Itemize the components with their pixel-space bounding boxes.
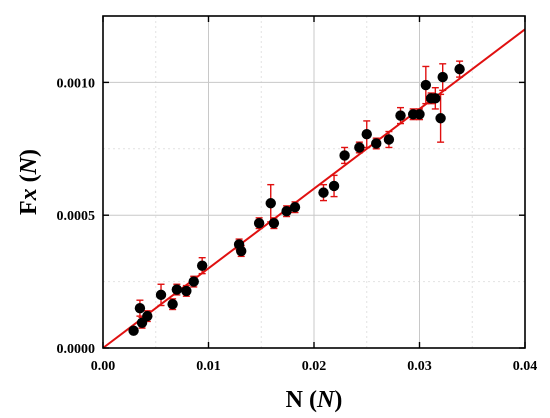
data-point — [435, 113, 446, 124]
x-tick-label: 0.04 — [513, 359, 538, 374]
data-point — [196, 260, 208, 271]
data-point — [414, 109, 425, 120]
data-point — [383, 134, 395, 145]
data-point — [155, 289, 167, 301]
y-axis-title: Fx (N) — [16, 149, 42, 215]
data-point — [171, 284, 183, 295]
data-point — [253, 217, 265, 229]
x-axis-title: N (N) — [286, 387, 343, 413]
data-point — [134, 302, 146, 314]
x-tick-label: 0.00 — [91, 359, 116, 374]
data-point — [328, 180, 340, 192]
x-axis-title-close: ) — [334, 387, 342, 413]
data-point — [128, 325, 139, 336]
data-point — [181, 285, 192, 297]
fit-line-group — [102, 28, 526, 349]
data-point — [318, 187, 329, 198]
data-point — [339, 150, 350, 161]
data-point — [395, 110, 406, 121]
y-axis-title-main: F — [16, 200, 42, 215]
point-group — [128, 63, 465, 336]
data-point — [265, 198, 276, 209]
x-axis-title-unit: N — [316, 387, 336, 413]
x-tick-labels: 0.00 0.01 0.02 0.03 0.04 — [91, 359, 538, 374]
y-axis-title-open: ( — [16, 174, 42, 188]
data-point — [437, 71, 448, 83]
grid — [103, 16, 525, 348]
data-point — [281, 206, 292, 217]
tick-group — [102, 16, 526, 349]
data-point — [167, 298, 178, 310]
y-tick-label: 0.0005 — [57, 209, 96, 224]
data-point — [454, 63, 465, 75]
y-axis-title-unit: N — [16, 155, 42, 175]
y-axis-title-italic: x — [16, 188, 42, 201]
x-tick-label: 0.01 — [196, 359, 221, 374]
data-point — [142, 310, 153, 322]
y-tick-label: 0.0010 — [57, 76, 96, 91]
data-point — [354, 142, 365, 153]
x-tick-label: 0.03 — [407, 359, 432, 374]
data-point — [289, 202, 301, 213]
data-point — [430, 93, 441, 104]
data-point — [371, 138, 382, 149]
data-point — [420, 79, 432, 91]
y-tick-labels: 0.0000 0.0005 0.0010 — [57, 76, 96, 357]
y-axis-title-close: ) — [16, 149, 42, 157]
data-point — [188, 276, 199, 287]
x-tick-label: 0.02 — [302, 359, 327, 374]
data-point — [361, 128, 372, 140]
data-point — [236, 245, 247, 257]
data-point — [268, 217, 280, 229]
fit-line — [102, 28, 526, 349]
y-tick-label: 0.0000 — [57, 342, 96, 357]
x-axis-title-main: N ( — [286, 387, 317, 413]
